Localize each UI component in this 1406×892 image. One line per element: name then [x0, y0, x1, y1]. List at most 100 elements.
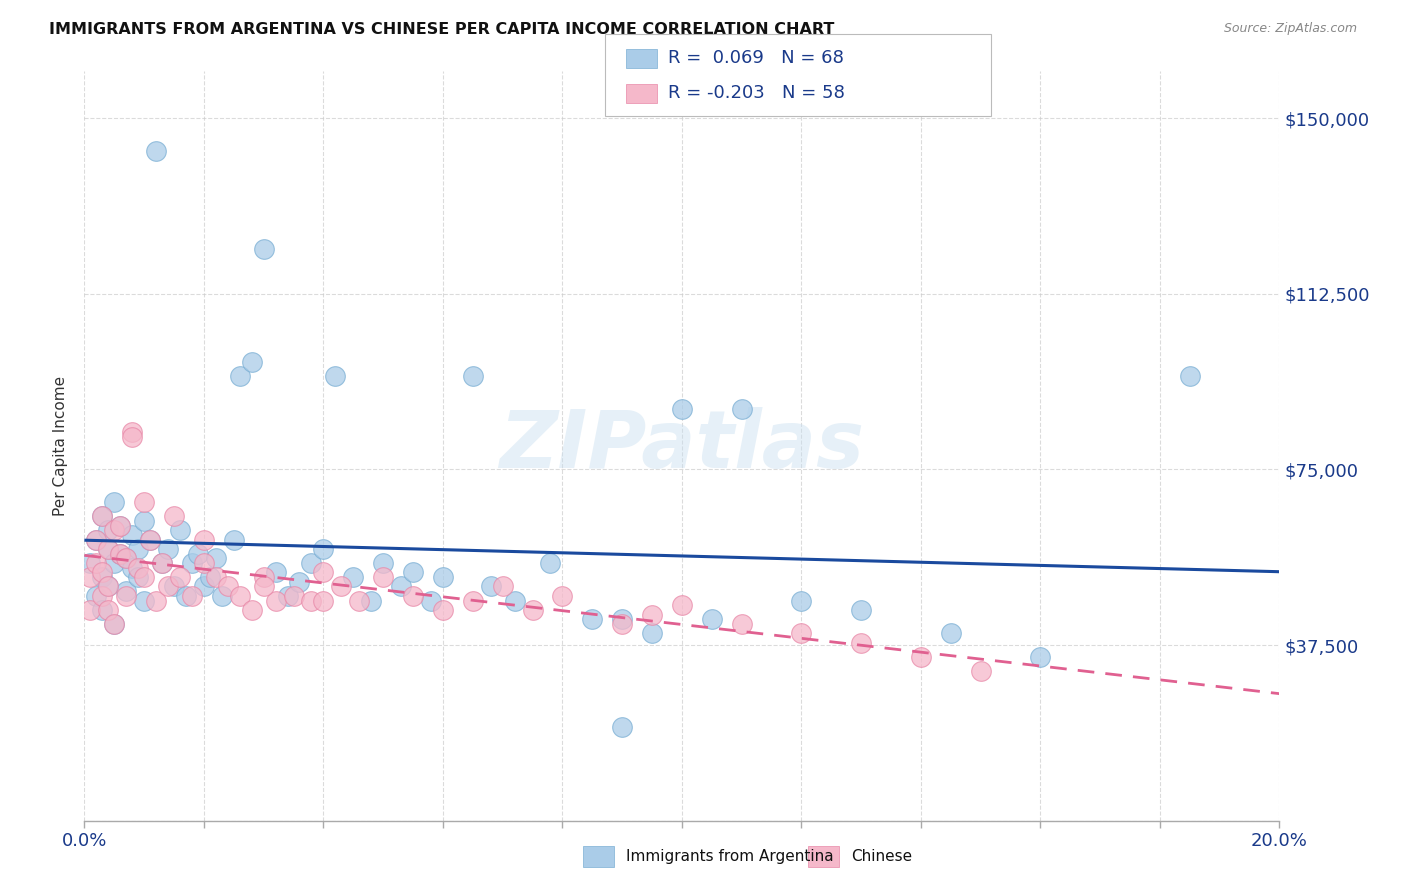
- Point: [193, 580, 215, 594]
- Point: [312, 566, 335, 580]
- Point: [150, 556, 173, 570]
- Point: [181, 589, 204, 603]
- Point: [1029, 649, 1052, 664]
- Point: [127, 570, 149, 584]
- Point: [79, 556, 101, 570]
- Point: [132, 514, 156, 528]
- Point: [97, 542, 120, 557]
- Point: [671, 401, 693, 416]
- Point: [330, 580, 353, 594]
- Point: [169, 523, 191, 537]
- Point: [373, 556, 395, 570]
- Point: [91, 589, 114, 603]
- Point: [970, 664, 993, 678]
- Point: [402, 589, 425, 603]
- Point: [97, 523, 120, 537]
- Text: Immigrants from Argentina: Immigrants from Argentina: [626, 849, 834, 863]
- Point: [115, 551, 138, 566]
- Point: [240, 355, 263, 369]
- Point: [373, 570, 395, 584]
- Point: [551, 589, 574, 603]
- Point: [97, 580, 120, 594]
- Y-axis label: Per Capita Income: Per Capita Income: [53, 376, 69, 516]
- Point: [79, 570, 101, 584]
- Point: [479, 580, 502, 594]
- Text: Source: ZipAtlas.com: Source: ZipAtlas.com: [1223, 22, 1357, 36]
- Text: ZIPatlas: ZIPatlas: [499, 407, 865, 485]
- Point: [253, 243, 276, 257]
- Point: [127, 542, 149, 557]
- Point: [163, 580, 186, 594]
- Point: [91, 570, 114, 584]
- Point: [503, 593, 526, 607]
- Point: [851, 635, 873, 649]
- Point: [115, 589, 138, 603]
- Point: [193, 556, 215, 570]
- Point: [97, 542, 120, 557]
- Point: [301, 556, 323, 570]
- Point: [939, 626, 962, 640]
- Point: [312, 593, 335, 607]
- Point: [641, 626, 664, 640]
- Point: [731, 617, 754, 632]
- Point: [103, 495, 125, 509]
- Point: [97, 580, 120, 594]
- Point: [217, 580, 239, 594]
- Point: [121, 425, 143, 439]
- Text: IMMIGRANTS FROM ARGENTINA VS CHINESE PER CAPITA INCOME CORRELATION CHART: IMMIGRANTS FROM ARGENTINA VS CHINESE PER…: [49, 22, 835, 37]
- Point: [432, 603, 454, 617]
- Point: [700, 612, 723, 626]
- Point: [97, 603, 120, 617]
- Point: [402, 566, 425, 580]
- Point: [103, 523, 125, 537]
- Point: [103, 617, 125, 632]
- Point: [150, 556, 173, 570]
- Point: [110, 547, 132, 561]
- Point: [174, 589, 197, 603]
- Point: [540, 556, 562, 570]
- Point: [205, 570, 228, 584]
- Point: [91, 509, 114, 524]
- Point: [110, 518, 132, 533]
- Point: [492, 580, 515, 594]
- Point: [198, 570, 221, 584]
- Point: [522, 603, 544, 617]
- Point: [91, 603, 114, 617]
- Point: [253, 580, 276, 594]
- Point: [110, 547, 132, 561]
- Point: [432, 570, 454, 584]
- Point: [187, 547, 209, 561]
- Point: [132, 495, 156, 509]
- Point: [193, 533, 215, 547]
- Point: [145, 593, 167, 607]
- Point: [157, 542, 180, 557]
- Point: [283, 589, 305, 603]
- Point: [461, 368, 484, 383]
- Point: [110, 518, 132, 533]
- Point: [139, 533, 162, 547]
- Point: [86, 533, 108, 547]
- Point: [731, 401, 754, 416]
- Point: [389, 580, 412, 594]
- Point: [790, 626, 813, 640]
- Point: [349, 593, 371, 607]
- Text: Chinese: Chinese: [851, 849, 911, 863]
- Point: [222, 533, 245, 547]
- Text: R =  0.069   N = 68: R = 0.069 N = 68: [668, 49, 844, 68]
- Point: [342, 570, 364, 584]
- Point: [169, 570, 191, 584]
- Point: [157, 580, 180, 594]
- Point: [115, 584, 138, 599]
- Point: [264, 566, 287, 580]
- Point: [301, 593, 323, 607]
- Point: [581, 612, 603, 626]
- Point: [121, 430, 143, 444]
- Point: [910, 649, 932, 664]
- Point: [145, 144, 167, 158]
- Point: [312, 542, 335, 557]
- Point: [132, 570, 156, 584]
- Point: [612, 720, 634, 734]
- Point: [641, 607, 664, 622]
- Point: [139, 533, 162, 547]
- Point: [121, 561, 143, 575]
